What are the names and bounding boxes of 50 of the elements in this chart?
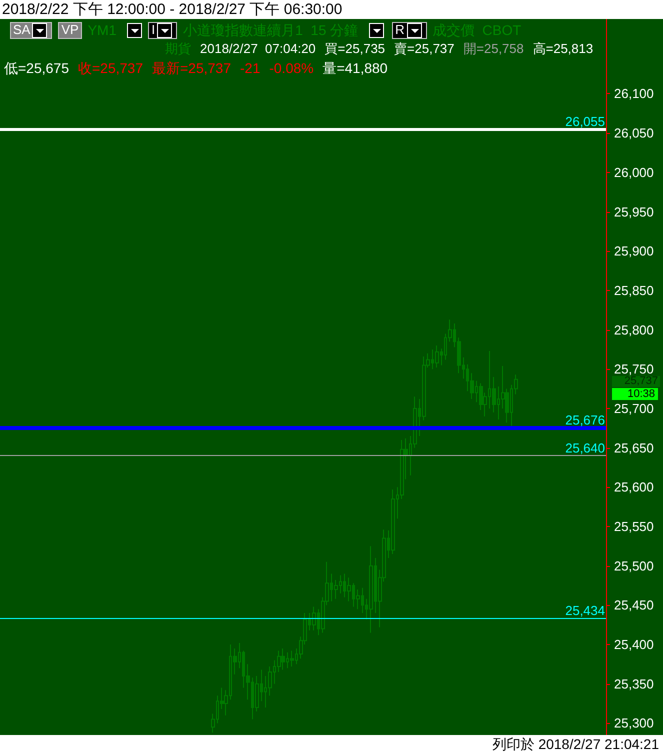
annotation: 賣=25,737 — [394, 41, 454, 56]
chart-title: 2018/2/22 下午 12:00:00 - 2018/2/27 下午 06:30:00 — [0, 0, 663, 19]
candlestick — [281, 648, 285, 670]
text: 25,737 — [612, 375, 660, 388]
y-tick-label: 25,450 — [614, 598, 654, 613]
candlestick — [391, 489, 395, 555]
annotation: 期貨 — [165, 41, 191, 56]
annotation: -0.08% — [269, 60, 314, 76]
y-tick-label: 26,050 — [614, 126, 654, 141]
annotation: YM1 — [88, 21, 116, 39]
candlestick — [312, 606, 316, 631]
ref-line-label: 25,640 — [565, 440, 605, 456]
y-tick-label: 25,650 — [614, 440, 654, 456]
annotation: 2018/2/27 07:04:20 — [200, 41, 316, 56]
y-tick-label: 25,700 — [614, 400, 654, 416]
annotation: 低=25,675 — [4, 60, 69, 76]
text: 列印於 2018/2/27 21:04:21 — [0, 735, 663, 754]
y-tick-label: 25,500 — [614, 558, 654, 574]
y-tick-label: 25,300 — [614, 716, 654, 731]
y-tick-label: 25,600 — [614, 480, 654, 495]
y-tick-label: 25,950 — [614, 204, 654, 220]
annotation: VP — [58, 22, 82, 38]
y-tick-label: 25,400 — [614, 637, 654, 652]
y-tick-label: 25,550 — [614, 518, 654, 534]
annotation: 最新=25,737 — [152, 60, 231, 76]
annotation: 開=25,758 — [463, 41, 524, 56]
annotation: R — [392, 22, 427, 38]
candlestick — [369, 546, 373, 634]
annotation: 收=25,737 — [78, 60, 143, 76]
annotation: 高=25,813 — [532, 41, 594, 56]
annotation: -21 — [240, 60, 260, 76]
candlestick — [435, 345, 439, 368]
annotation: SA — [10, 22, 52, 38]
y-tick-label: 25,350 — [614, 676, 654, 692]
ref-line-label: 25,676 — [565, 412, 605, 428]
y-tick-label: 26,100 — [614, 86, 654, 102]
text: 10:38 — [612, 388, 658, 400]
annotation: 量=41,880 — [322, 60, 388, 76]
y-tick-label: 25,900 — [614, 244, 654, 259]
y-tick-label: 26,000 — [614, 164, 654, 180]
annotation: 買=25,735 — [324, 41, 386, 56]
y-tick-label: 25,750 — [614, 362, 654, 377]
annotation: 成交價 CBOT — [432, 21, 522, 39]
ref-line-label: 25,434 — [565, 602, 605, 618]
candlestick — [290, 650, 294, 668]
annotation: 小道瓊指數連續月1 15 分鐘 — [183, 21, 358, 39]
y-tick-label: 25,850 — [614, 282, 654, 298]
annotation: I — [148, 22, 178, 38]
ref-line-label: 26,055 — [565, 114, 605, 130]
y-tick-label: 25,800 — [614, 322, 654, 338]
